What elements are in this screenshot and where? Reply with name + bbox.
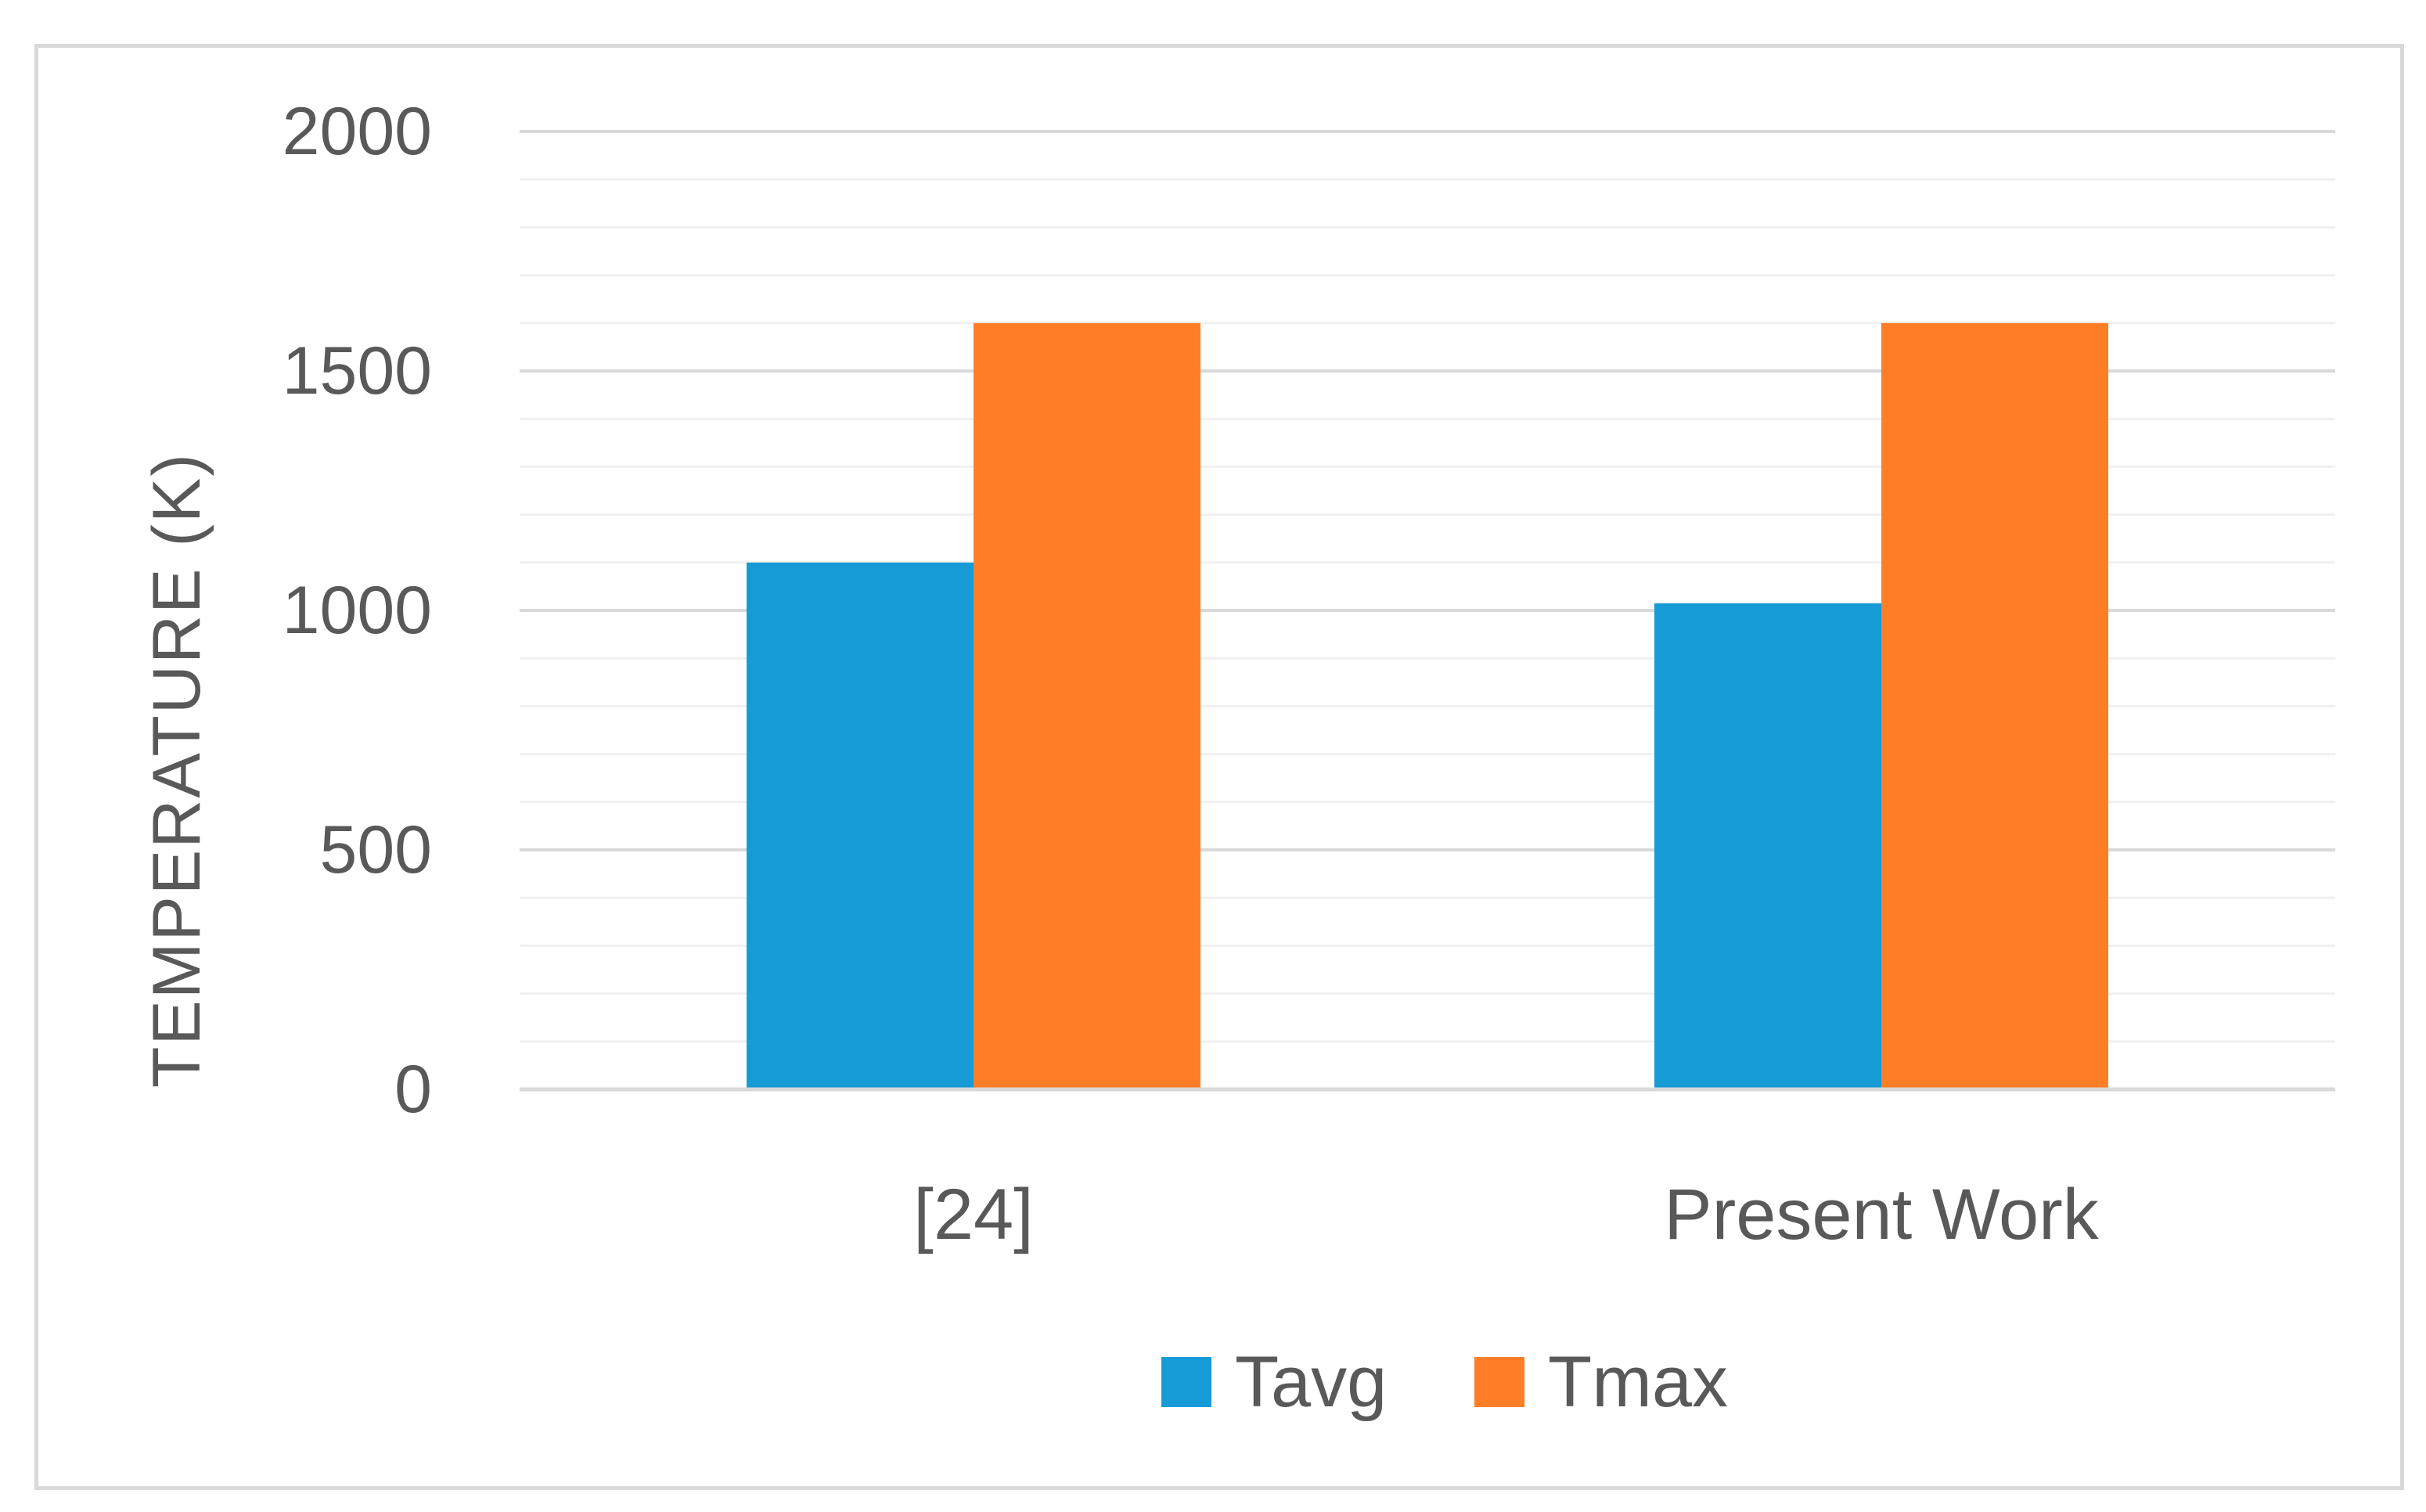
y-axis-title: TEMPERATURE (K) [139, 452, 214, 1088]
x-category-label: [24] [913, 1175, 1033, 1255]
bar-tavg-1 [1654, 603, 1881, 1089]
y-tick-label: 2000 [283, 94, 432, 169]
y-tick-label: 0 [394, 1052, 432, 1127]
x-category-label: Present Work [1664, 1175, 2100, 1255]
y-tick-label: 1500 [283, 333, 432, 409]
bar-tmax-1 [1881, 322, 2108, 1089]
x-axis-categories: [24] Present Work [913, 1175, 2100, 1255]
y-tick-label: 500 [320, 812, 433, 887]
y-axis-ticks: 0 500 1000 1500 2000 [283, 94, 432, 1127]
y-tick-label: 1000 [283, 573, 432, 648]
bar-tmax-0 [974, 322, 1200, 1089]
legend-swatch-tavg [1161, 1357, 1211, 1407]
legend-label-tmax: Tmax [1548, 1342, 1728, 1422]
bar-tavg-0 [747, 562, 974, 1089]
legend-label-tavg: Tavg [1235, 1342, 1387, 1422]
legend: Tavg Tmax [1161, 1342, 1728, 1422]
bars [747, 322, 2108, 1089]
legend-swatch-tmax [1474, 1357, 1524, 1407]
